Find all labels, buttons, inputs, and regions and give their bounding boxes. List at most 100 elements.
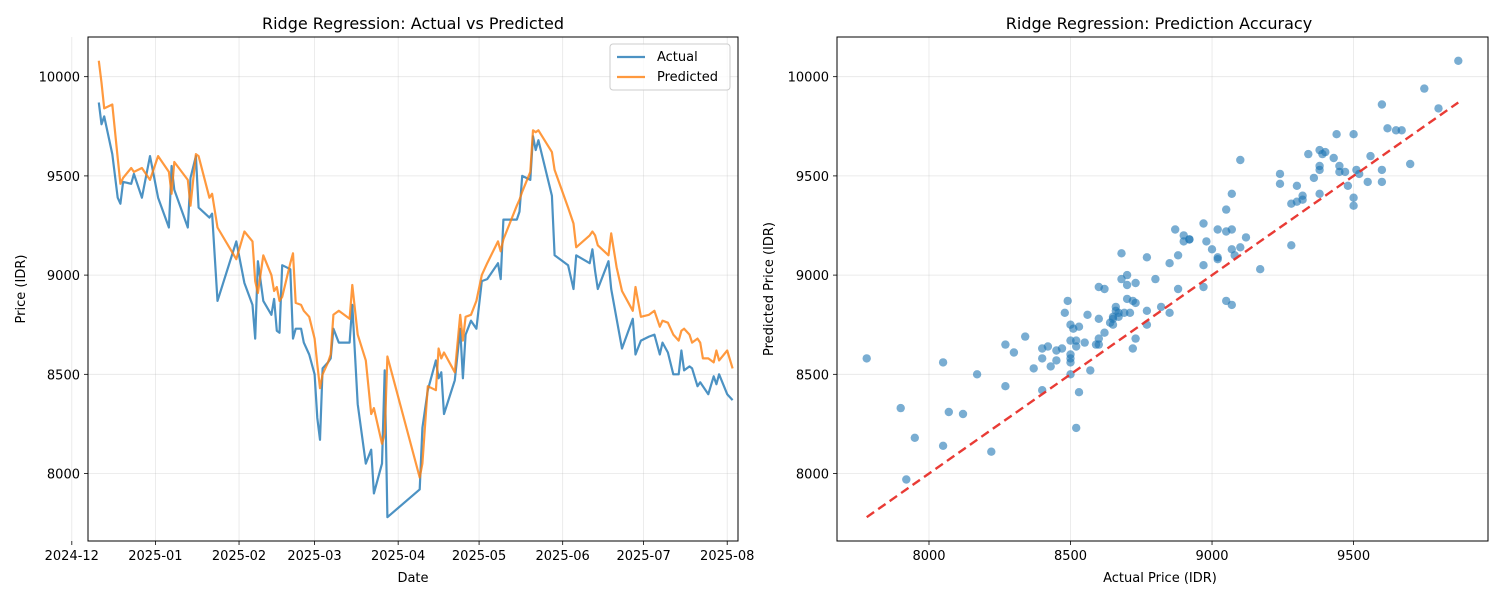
scatter-point	[1434, 104, 1443, 113]
x-tick-label: 2025-08	[700, 549, 754, 564]
scatter-point	[902, 475, 911, 484]
y-tick-label: 8500	[796, 368, 829, 383]
scatter-point	[1131, 334, 1140, 343]
x-tick-label: 2024-12	[45, 549, 99, 564]
scatter-point	[1009, 348, 1019, 357]
scatter-point	[1321, 147, 1330, 157]
scatter-point	[1131, 278, 1140, 288]
scatter-point	[1086, 366, 1095, 375]
scatter-point	[1199, 261, 1208, 270]
scatter-chart-reference	[866, 101, 1459, 519]
scatter-point	[1122, 270, 1132, 280]
scatter-point	[1340, 167, 1350, 177]
x-tick-label: 8000	[912, 549, 945, 564]
scatter-point	[1072, 342, 1081, 351]
scatter-point	[1366, 151, 1375, 161]
scatter-point	[1151, 274, 1160, 284]
scatter-point	[1315, 189, 1324, 198]
scatter-point	[1343, 181, 1353, 190]
line-chart-series	[97, 60, 734, 519]
scatter-point	[910, 433, 919, 442]
scatter-point	[1377, 177, 1387, 187]
scatter-point	[1275, 179, 1285, 188]
scatter-point	[1397, 126, 1406, 135]
scatter-point	[1406, 159, 1415, 169]
x-tick-label: 8500	[1054, 549, 1087, 564]
scatter-point	[1256, 265, 1265, 274]
line-chart-xlabel: Date	[397, 571, 428, 586]
scatter-point	[1156, 302, 1166, 312]
scatter-point	[896, 403, 905, 413]
scatter-point	[1185, 235, 1194, 244]
scatter-point	[1029, 364, 1038, 373]
x-tick-label: 2025-07	[616, 549, 670, 564]
scatter-point	[1309, 173, 1319, 183]
legend-box	[609, 43, 731, 91]
x-tick-label: 2025-01	[128, 549, 182, 564]
scatter-point	[1072, 423, 1081, 433]
scatter-point	[1038, 354, 1047, 363]
scatter-point	[1363, 177, 1372, 187]
series-line-predicted	[97, 60, 734, 479]
x-tick-label: 2025-06	[536, 549, 590, 564]
scatter-point	[1080, 338, 1089, 347]
scatter-point	[1046, 362, 1055, 371]
scatter-point	[1171, 225, 1180, 234]
x-tick-label: 9500	[1337, 549, 1370, 564]
scatter-point	[1122, 280, 1132, 290]
y-tick-label: 9000	[796, 269, 829, 284]
scatter-point	[1383, 124, 1392, 133]
scatter-point	[1349, 201, 1358, 210]
scatter-point	[938, 358, 948, 367]
line-chart-title: Ridge Regression: Actual vs Predicted	[262, 14, 564, 33]
scatter-point	[1142, 306, 1152, 315]
scatter-point	[1074, 388, 1084, 397]
scatter-chart-ylabel: Predicted Price (IDR)	[762, 222, 777, 356]
scatter-point	[1335, 161, 1344, 171]
scatter-point	[1165, 308, 1174, 317]
scatter-point	[1227, 225, 1237, 234]
scatter-point	[1349, 193, 1358, 202]
scatter-point	[1227, 189, 1237, 198]
scatter-chart-ticks: 8000 8500 9000 9500 8000 8500 9000 9500 10000	[788, 71, 1370, 564]
scatter-point	[1063, 296, 1072, 306]
perfect-prediction-line	[866, 101, 1459, 519]
scatter-point	[1043, 342, 1053, 351]
y-tick-label: 8500	[47, 368, 80, 383]
scatter-point	[1236, 155, 1245, 165]
y-tick-label: 8000	[47, 468, 80, 483]
scatter-point	[1131, 298, 1140, 308]
scatter-point	[1275, 169, 1285, 179]
y-tick-label: 10000	[788, 71, 829, 86]
scatter-point	[1315, 161, 1324, 171]
x-tick-label: 2025-02	[212, 549, 266, 564]
y-tick-label: 8000	[796, 468, 829, 483]
scatter-chart-xlabel: Actual Price (IDR)	[1103, 571, 1217, 586]
scatter-point	[1125, 308, 1135, 317]
scatter-point	[1083, 310, 1092, 319]
y-tick-label: 9000	[47, 269, 80, 284]
scatter-point	[938, 441, 948, 450]
scatter-point	[1207, 245, 1217, 254]
scatter-chart: Ridge Regression: Prediction Accuracy 80…	[762, 14, 1489, 586]
scatter-chart-frame	[836, 36, 1489, 542]
scatter-point	[1199, 219, 1208, 228]
line-chart: Ridge Regression: Actual vs Predicted 20…	[14, 14, 754, 586]
y-tick-label: 10000	[39, 71, 80, 86]
scatter-point	[1199, 282, 1208, 292]
scatter-point	[1108, 320, 1118, 329]
scatter-point	[944, 407, 953, 417]
scatter-point	[1173, 284, 1183, 294]
scatter-point	[862, 354, 871, 363]
scatter-point	[1222, 205, 1231, 214]
legend: Actual Predicted	[609, 43, 731, 91]
y-tick-label: 9500	[796, 170, 829, 185]
scatter-point	[1052, 356, 1061, 365]
x-tick-label: 2025-05	[452, 549, 506, 564]
scatter-point	[1304, 149, 1313, 159]
legend-label-predicted: Predicted	[657, 70, 718, 85]
scatter-point	[1100, 284, 1109, 294]
scatter-point	[1173, 251, 1183, 260]
scatter-point	[1001, 340, 1010, 349]
